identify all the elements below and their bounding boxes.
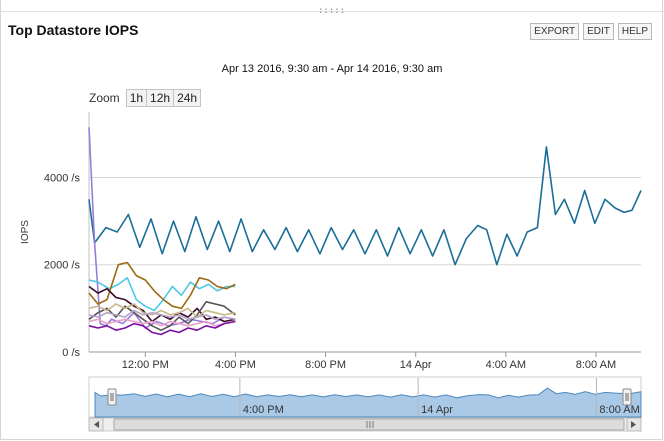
- series-line-10: [88, 320, 236, 336]
- date-range: Apr 13 2016, 9:30 am - Apr 14 2016, 9:30…: [221, 63, 443, 75]
- series-line-7: [88, 303, 236, 318]
- panel-title: Top Datastore IOPS: [8, 22, 139, 38]
- series-line-4: [88, 261, 236, 310]
- x-tick-label: 8:00 PM: [305, 359, 346, 371]
- navigator-tick-label: 14 Apr: [421, 404, 453, 416]
- zoom-12h-button[interactable]: 12h: [146, 89, 175, 107]
- zoom-label: Zoom: [89, 91, 120, 105]
- x-tick-label: 14 Apr: [400, 359, 432, 371]
- x-tick-label: 12:00 PM: [122, 359, 169, 371]
- scroll-left-arrow-icon: [94, 421, 99, 428]
- scrollbar[interactable]: [88, 417, 642, 432]
- navigator-ticks: 4:00 PM 14 Apr 8:00 AM: [239, 378, 640, 417]
- zoom-controls: Zoom 1h 12h 24h: [89, 89, 202, 107]
- y-axis-ticks: 0 /s 2000 /s 4000 /s: [44, 172, 81, 359]
- series-line-8: [88, 309, 236, 321]
- x-tick-label: 4:00 PM: [215, 359, 256, 371]
- navigator-tick-label: 8:00 AM: [599, 404, 639, 416]
- navigator[interactable]: 4:00 PM 14 Apr 8:00 AM: [88, 376, 642, 418]
- y-tick-label: 0 /s: [62, 347, 80, 359]
- zoom-24h-button[interactable]: 24h: [173, 89, 202, 107]
- scroll-right-arrow-icon: [631, 421, 636, 428]
- series-lines: [88, 127, 642, 336]
- y-tick-label: 2000 /s: [44, 260, 81, 272]
- x-tick-label: 8:00 AM: [576, 359, 616, 371]
- zoom-1h-button[interactable]: 1h: [125, 89, 148, 107]
- y-axis-label: IOPS: [20, 220, 31, 244]
- drag-handle-icon[interactable]: :::::: [318, 6, 346, 16]
- navigator-left-handle[interactable]: [107, 388, 117, 406]
- navigator-right-handle[interactable]: [622, 388, 632, 406]
- series-line-1: [88, 146, 642, 266]
- export-button[interactable]: EXPORT: [530, 23, 580, 40]
- help-button[interactable]: HELP: [617, 23, 652, 40]
- edit-button[interactable]: EDIT: [583, 23, 614, 40]
- panel-toolbar: EXPORT EDIT HELP: [530, 23, 652, 40]
- scrollbar-thumb[interactable]: [113, 418, 625, 431]
- navigator-area: [94, 387, 642, 418]
- x-axis-ticks: 12:00 PM 4:00 PM 8:00 PM 14 Apr 4:00 AM 8:00 …: [122, 352, 616, 371]
- panel-top-border: [0, 11, 664, 12]
- grid-lines: [89, 176, 641, 266]
- navigator-tick-label: 4:00 PM: [243, 404, 284, 416]
- x-tick-label: 4:00 AM: [486, 359, 526, 371]
- series-line-9: [88, 318, 236, 327]
- y-tick-label: 4000 /s: [44, 172, 81, 184]
